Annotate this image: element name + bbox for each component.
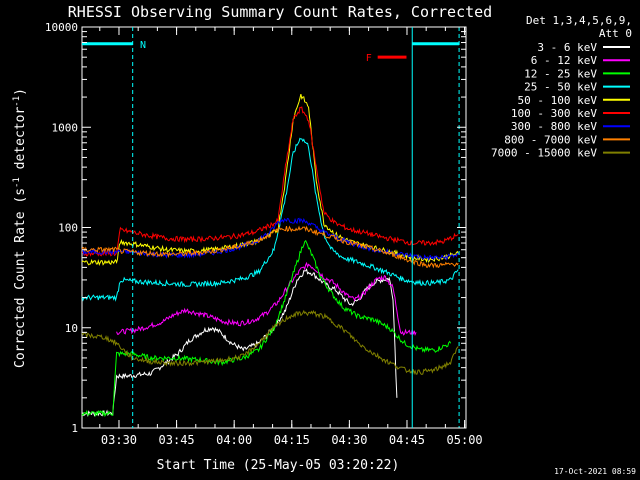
y-axis-label-main: Corrected Count Rate (s bbox=[13, 188, 28, 368]
series-line-0 bbox=[81, 268, 398, 418]
series-line-5 bbox=[81, 106, 459, 257]
y-tick-label: 1000 bbox=[52, 121, 79, 134]
legend-entry-label: 12 - 25 keV bbox=[524, 67, 597, 80]
series-line-2 bbox=[81, 239, 452, 418]
legend-header-line1: Det 1,3,4,5,6,9, bbox=[526, 14, 632, 27]
series-line-1 bbox=[116, 261, 417, 337]
night-label: N bbox=[140, 40, 146, 51]
legend-entry-label: 25 - 50 keV bbox=[524, 81, 597, 94]
chart-title: RHESSI Observing Summary Count Rates, Co… bbox=[68, 3, 492, 21]
series-line-7 bbox=[81, 225, 459, 269]
y-axis-label-sup2: -1 bbox=[12, 96, 22, 107]
x-tick-label: 05:00 bbox=[447, 433, 483, 447]
x-tick-label: 03:45 bbox=[159, 433, 195, 447]
series-line-6 bbox=[81, 217, 459, 262]
legend-entry-label: 3 - 6 keV bbox=[537, 41, 597, 54]
x-tick-label: 04:15 bbox=[274, 433, 310, 447]
y-tick-label: 10 bbox=[65, 322, 78, 335]
plot-content: NF bbox=[81, 27, 460, 428]
y-tick-label: 1 bbox=[71, 422, 78, 435]
y-axis-label-sup1: -1 bbox=[12, 177, 22, 188]
y-axis-label-mid: detector bbox=[13, 107, 28, 178]
legend-entry-label: 100 - 300 keV bbox=[511, 107, 597, 120]
x-tick-label: 04:45 bbox=[389, 433, 425, 447]
legend-entry-label: 7000 - 15000 keV bbox=[491, 147, 597, 160]
legend-entry-label: 6 - 12 keV bbox=[531, 54, 598, 67]
x-tick-label: 03:30 bbox=[101, 433, 137, 447]
legend-entry-label: 300 - 800 keV bbox=[511, 120, 597, 133]
x-tick-label: 04:00 bbox=[216, 433, 252, 447]
series-line-8 bbox=[81, 309, 459, 375]
series-line-3 bbox=[81, 137, 459, 302]
flare-label: F bbox=[366, 53, 372, 64]
x-tick-label: 04:30 bbox=[331, 433, 367, 447]
legend-entry-label: 800 - 7000 keV bbox=[504, 133, 597, 146]
x-axis-label: Start Time (25-May-05 03:20:22) bbox=[157, 458, 400, 473]
footer-date: 17-Oct-2021 08:59 bbox=[554, 467, 636, 476]
y-axis-label-end: ) bbox=[13, 88, 28, 96]
y-tick-label: 100 bbox=[58, 222, 78, 235]
legend-header-line2: Att 0 bbox=[599, 27, 632, 40]
axis-ticks: 1 10 100 1000 10000 03:30 03:45 04:00 04:15 04:30… bbox=[45, 21, 483, 447]
legend-entry-label: 50 - 100 keV bbox=[518, 94, 598, 107]
y-axis-label: Corrected Count Rate (s-1 detector-1) bbox=[12, 88, 28, 368]
y-tick-label: 10000 bbox=[45, 21, 78, 34]
